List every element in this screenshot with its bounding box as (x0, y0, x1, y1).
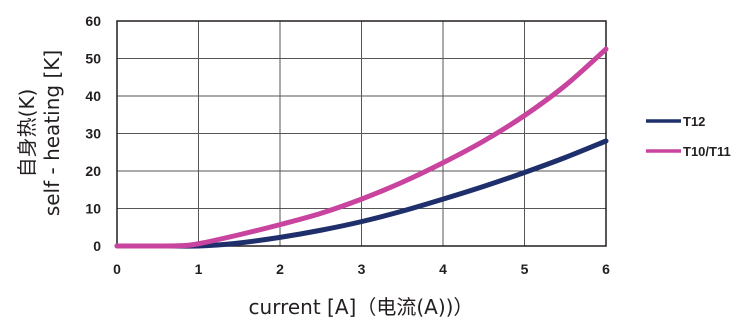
x-axis-label: current [A]（电流(A))） (249, 295, 474, 319)
y-axis-label-line-1: 自身热(K) (15, 89, 39, 178)
plot-frame (116, 20, 607, 247)
x-tick-labels: 0 1 2 3 4 5 6 (113, 261, 610, 277)
y-axis-label: 自身热(K) self - heating [K] (15, 50, 64, 216)
x-tick-label: 6 (602, 261, 610, 277)
y-tick-label: 40 (85, 88, 101, 104)
series-line-t12 (114, 138, 609, 249)
grid (116, 20, 607, 247)
y-tick-label: 50 (85, 51, 101, 67)
legend-label: T10/T11 (683, 144, 731, 159)
x-tick-label: 4 (439, 261, 447, 277)
y-tick-label: 20 (85, 163, 101, 179)
y-tick-label: 30 (85, 126, 101, 142)
series-line-t10-t11 (114, 46, 609, 249)
y-axis-label-line-2: self - heating [K] (40, 50, 64, 216)
x-tick-label: 5 (521, 261, 529, 277)
y-tick-label: 10 (85, 201, 101, 217)
y-tick-label: 0 (93, 238, 101, 254)
x-tick-label: 2 (276, 261, 284, 277)
legend-label: T12 (683, 114, 705, 129)
x-tick-label: 0 (113, 261, 121, 277)
legend: T12 T10/T11 (646, 114, 731, 159)
y-tick-label: 60 (85, 13, 101, 29)
x-tick-label: 3 (358, 261, 366, 277)
series-lines (114, 46, 609, 249)
x-tick-label: 1 (195, 261, 203, 277)
y-tick-labels: 0 10 20 30 40 50 60 (85, 13, 101, 254)
